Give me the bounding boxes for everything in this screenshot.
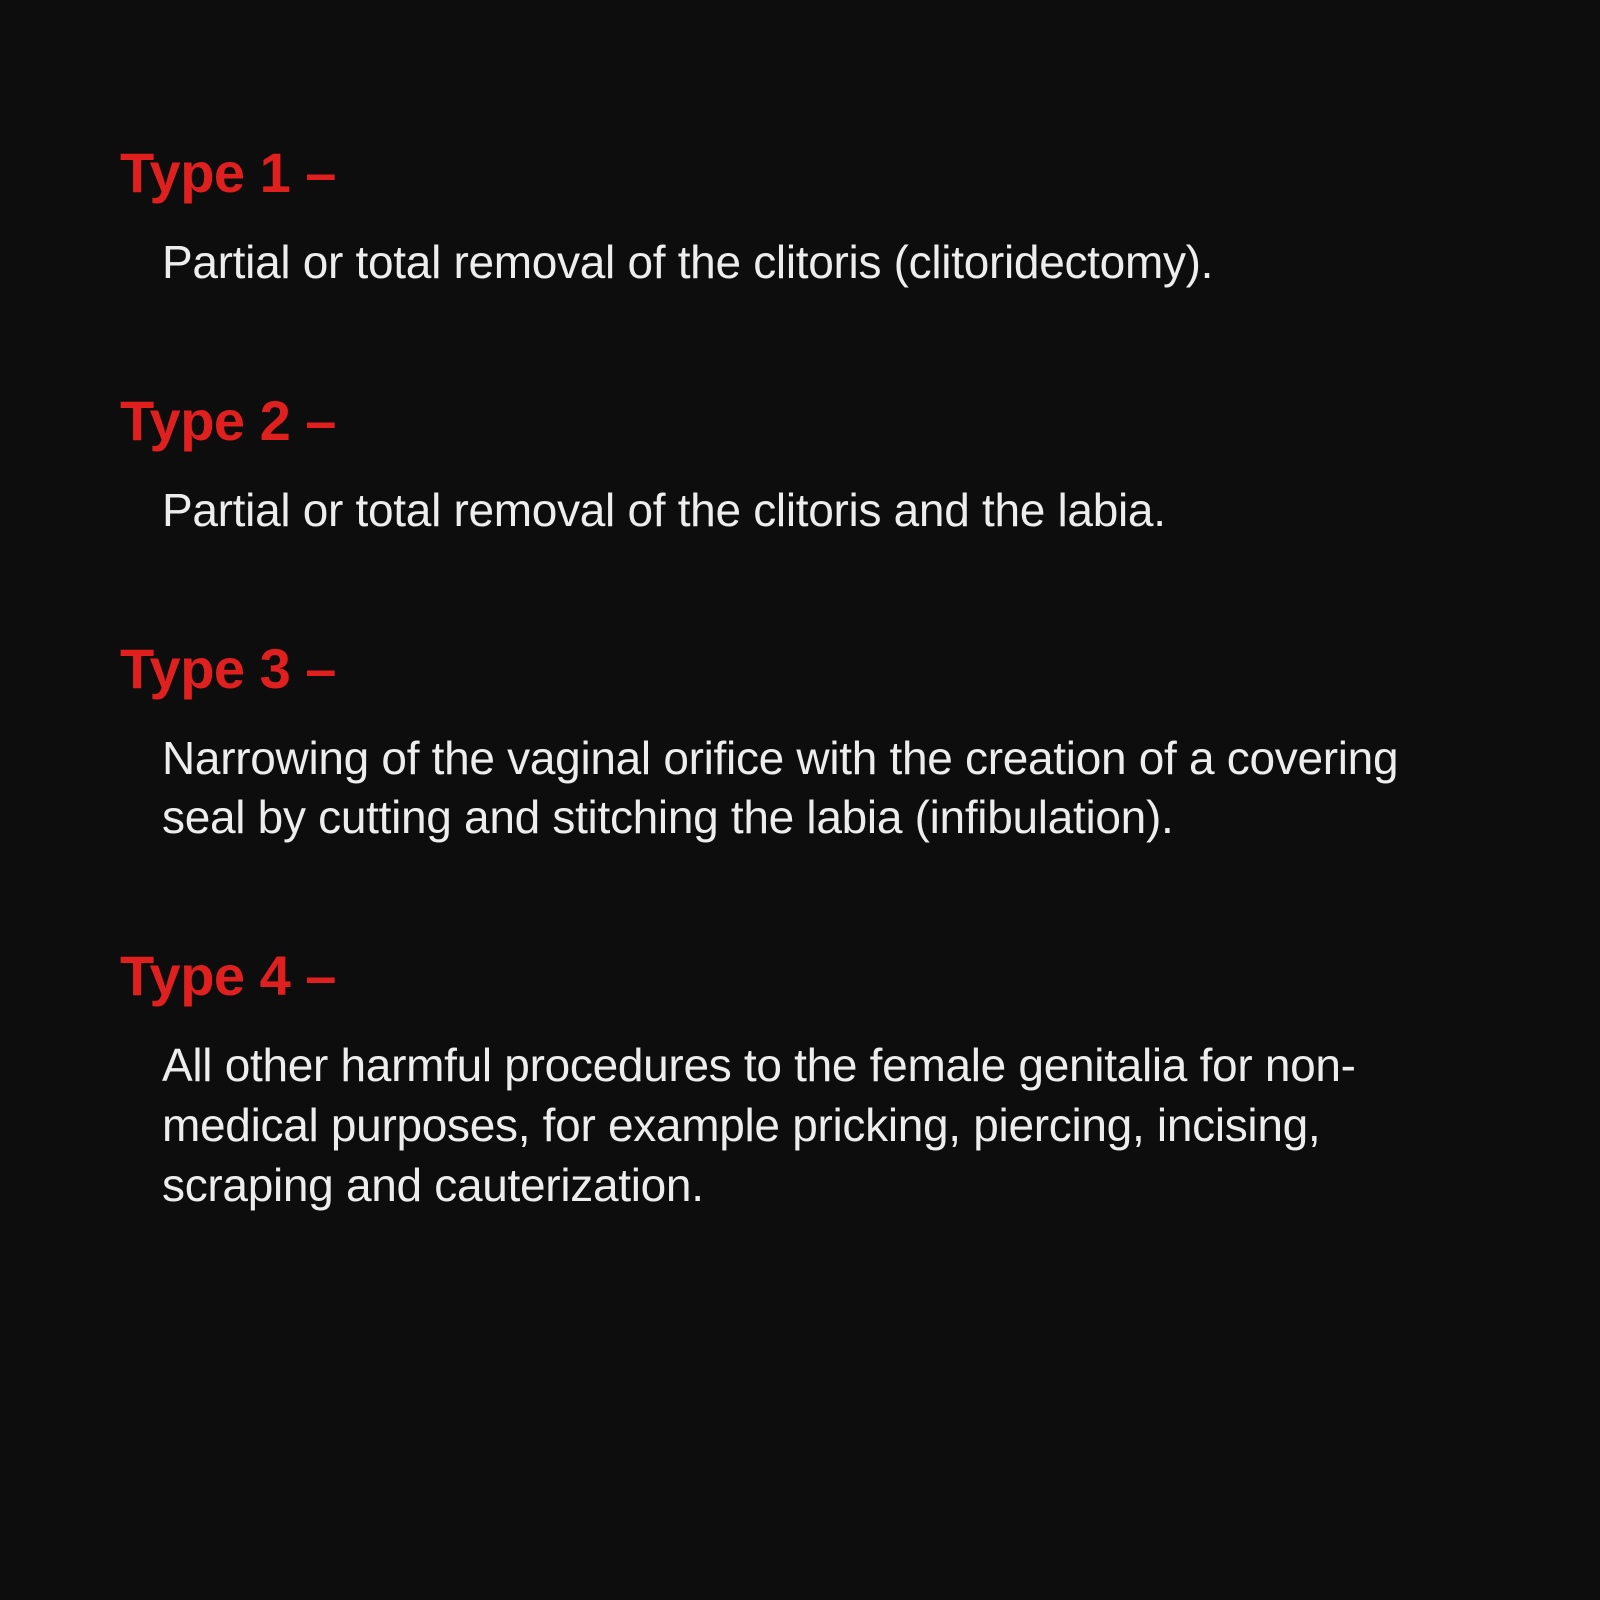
type-2-block: Type 2 – Partial or total removal of the… — [120, 388, 1480, 541]
type-3-block: Type 3 – Narrowing of the vaginal orific… — [120, 636, 1480, 849]
type-4-description: All other harmful procedures to the fema… — [120, 1036, 1400, 1215]
type-2-description: Partial or total removal of the clitoris… — [120, 481, 1400, 541]
type-4-block: Type 4 – All other harmful procedures to… — [120, 943, 1480, 1215]
type-2-heading: Type 2 – — [120, 388, 1480, 453]
type-3-description: Narrowing of the vaginal orifice with th… — [120, 729, 1400, 849]
type-1-heading: Type 1 – — [120, 140, 1480, 205]
type-3-heading: Type 3 – — [120, 636, 1480, 701]
type-1-block: Type 1 – Partial or total removal of the… — [120, 140, 1480, 293]
type-4-heading: Type 4 – — [120, 943, 1480, 1008]
type-1-description: Partial or total removal of the clitoris… — [120, 233, 1400, 293]
